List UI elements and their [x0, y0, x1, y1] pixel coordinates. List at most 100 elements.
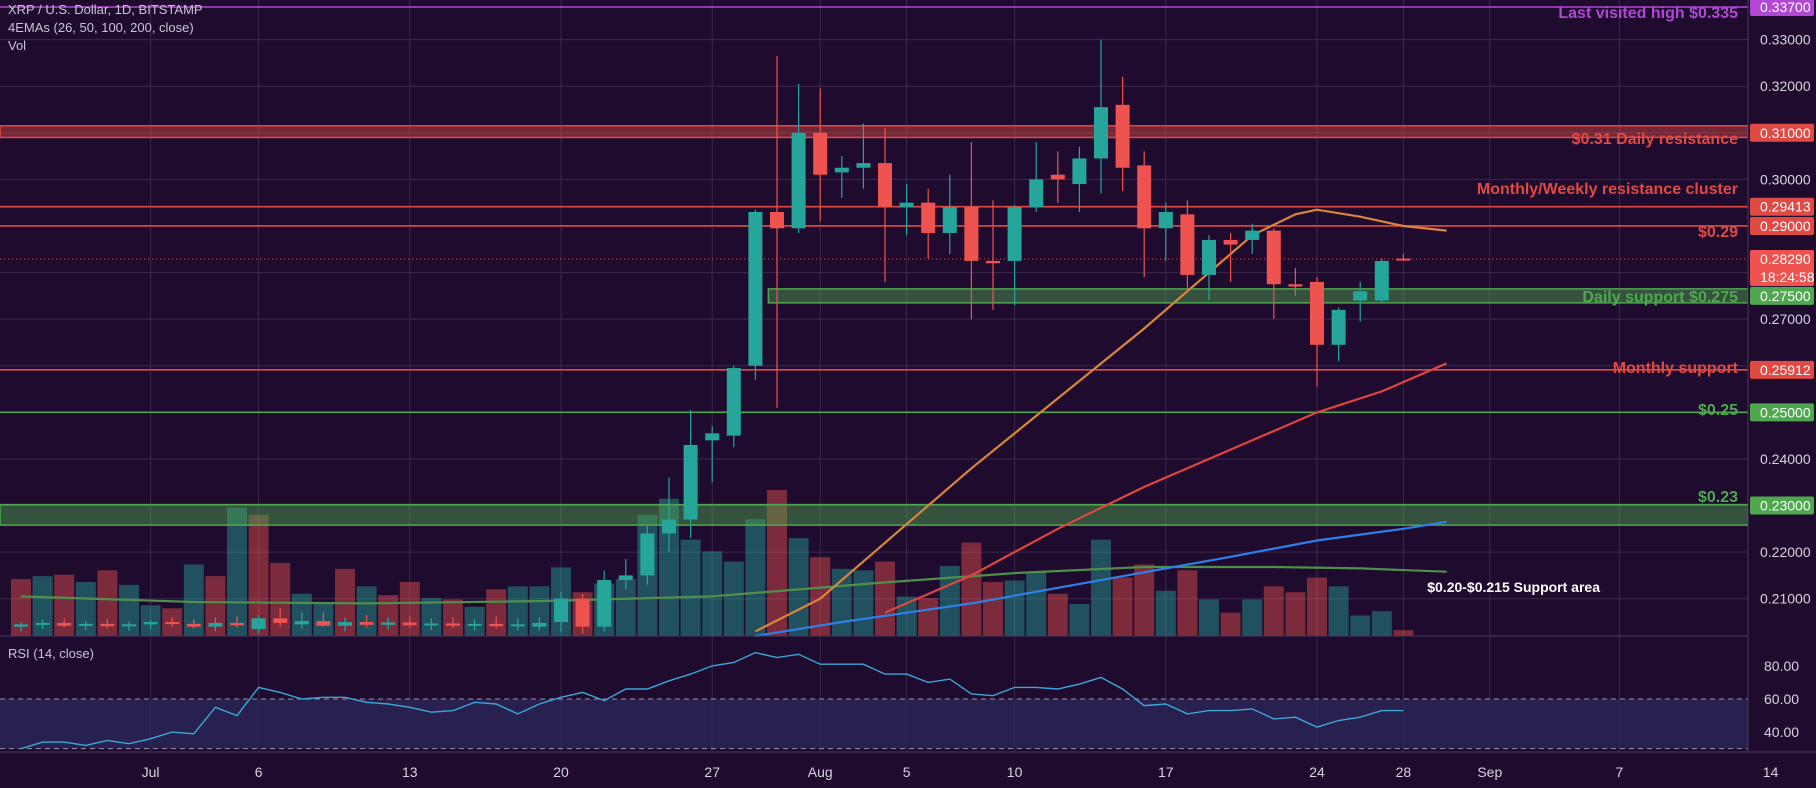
- level-label: Monthly/Weekly resistance cluster: [1477, 181, 1738, 198]
- candle-body: [662, 519, 676, 534]
- candle-body: [705, 433, 720, 441]
- volume-bar: [680, 539, 701, 636]
- candle-body: [1396, 258, 1411, 261]
- volume-bar: [1307, 577, 1327, 636]
- rsi-tick-label: 60.00: [1764, 691, 1799, 707]
- axis-tag-label: 0.33700: [1760, 0, 1811, 15]
- candle-body: [878, 163, 892, 208]
- candle-body: [1223, 239, 1238, 245]
- level-band: [0, 503, 1749, 526]
- candle-body: [489, 623, 504, 627]
- price-tick-label: 0.32000: [1760, 78, 1811, 94]
- candle-body: [467, 623, 482, 626]
- volume-bar: [1134, 564, 1155, 636]
- candle-body: [402, 622, 417, 626]
- volume-bar: [810, 557, 831, 636]
- candle-body: [986, 260, 1000, 264]
- volume-bar: [1220, 612, 1241, 636]
- ema-200-line: [20, 565, 1447, 605]
- candle-body: [791, 132, 806, 229]
- candle-body: [1353, 291, 1368, 301]
- time-tick-label: 17: [1158, 764, 1174, 780]
- level-band: [0, 125, 1749, 139]
- price-tick-label: 0.30000: [1760, 171, 1811, 187]
- candle-body: [273, 618, 288, 623]
- current-price-label: 0.28290: [1760, 251, 1811, 267]
- candle-body: [640, 533, 655, 576]
- axis-tag: [1750, 403, 1814, 422]
- volume-bar: [1285, 592, 1306, 636]
- candle-body: [726, 368, 741, 436]
- volume-legend[interactable]: Vol: [8, 38, 27, 53]
- axis-tag-label: 0.25912: [1760, 362, 1811, 378]
- volume-bar: [11, 579, 31, 636]
- candle-body: [208, 622, 223, 627]
- volume-bar: [1199, 599, 1219, 636]
- level-label: $0.29: [1698, 224, 1738, 241]
- volume-bar: [983, 581, 1003, 636]
- candle-body: [1266, 230, 1281, 285]
- ema-50-line: [884, 362, 1448, 614]
- volume-bar: [875, 561, 895, 636]
- volume-bar: [248, 514, 269, 636]
- rsi-tick-label: 80.00: [1764, 658, 1799, 674]
- support-area-label: $0.20-$0.215 Support area: [1427, 579, 1600, 595]
- candle-body: [78, 623, 93, 626]
- candle-body: [899, 202, 914, 208]
- axis-tag-label: 0.25000: [1760, 404, 1811, 420]
- candle-body: [532, 622, 547, 627]
- candle-body: [1202, 239, 1216, 275]
- candle-body: [100, 623, 115, 627]
- candle-body: [251, 618, 266, 630]
- time-tick-label: 20: [553, 764, 569, 780]
- volume-bar: [75, 581, 96, 636]
- candle-body: [316, 621, 331, 626]
- candle-body: [359, 622, 374, 625]
- ema-legend[interactable]: 4EMAs (26, 50, 100, 200, close): [8, 20, 194, 35]
- axis-tag: [1750, 360, 1814, 379]
- axis-tag: [1750, 123, 1814, 142]
- volume-bar: [32, 576, 53, 636]
- candle-body: [1007, 207, 1022, 261]
- axis-tag-label: 0.27500: [1760, 288, 1811, 304]
- volume-bar: [615, 579, 636, 636]
- candle-body: [1115, 104, 1130, 168]
- time-tick-label: Jul: [142, 764, 160, 780]
- candle-body: [1288, 284, 1303, 287]
- level-label: Last visited high $0.335: [1558, 5, 1738, 22]
- axis-tag-label: 0.23000: [1760, 498, 1811, 514]
- candle-body: [964, 207, 979, 261]
- candle-body: [554, 598, 568, 623]
- candle-body: [856, 163, 871, 168]
- time-tick-label: 10: [1007, 764, 1023, 780]
- candle-body: [770, 212, 784, 229]
- candle-body: [1158, 212, 1173, 229]
- countdown-label: 18:24:58: [1760, 269, 1815, 285]
- symbol-legend[interactable]: XRP / U.S. Dollar, 1D, BITSTAMP: [8, 2, 203, 17]
- candle-body: [186, 623, 201, 627]
- volume-bar: [1047, 593, 1068, 636]
- time-tick-label: 6: [255, 764, 263, 780]
- time-tick-label: 27: [704, 764, 720, 780]
- axis-tag: [1750, 216, 1814, 235]
- candle-body: [748, 212, 763, 366]
- rsi-legend[interactable]: RSI (14, close): [8, 646, 94, 661]
- volume-bar: [1350, 615, 1371, 636]
- axis-tag: [1750, 496, 1814, 515]
- volume-bar: [356, 586, 377, 636]
- ema-100-line: [755, 520, 1447, 638]
- candle-body: [57, 622, 72, 626]
- level-label: $0.25: [1698, 402, 1738, 419]
- volume-bar: [1263, 586, 1284, 636]
- candle-body: [1331, 309, 1346, 345]
- volume-bar: [507, 586, 528, 636]
- current-price-tag: [1750, 250, 1814, 287]
- price-levels: [0, 6, 1749, 526]
- axis-tag-label: 0.29413: [1760, 199, 1811, 215]
- level-label: Daily support $0.275: [1582, 289, 1738, 306]
- price-tick-label: 0.22000: [1760, 544, 1811, 560]
- candle-body: [575, 598, 590, 627]
- volume-bar: [205, 576, 226, 636]
- time-tick-label: 24: [1309, 764, 1325, 780]
